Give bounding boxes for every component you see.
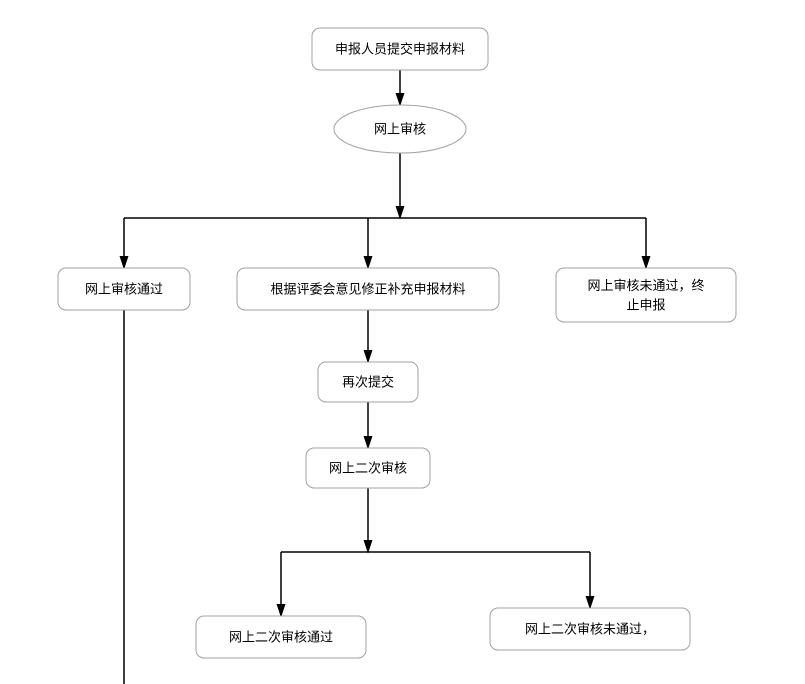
node-n6: 再次提交 — [318, 362, 418, 402]
flowchart-canvas: 申报人员提交申报材料网上审核网上审核通过 根据评委会意见修正补充申报材料 网上审核未… — [0, 0, 805, 684]
node-n4: 根据评委会意见修正补充申报材料 — [237, 268, 499, 310]
node-n7: 网上二次审核 — [306, 448, 430, 488]
node-label: 根据评委会意见修正补充申报材料 — [270, 282, 465, 297]
node-n1: 申报人员提交申报材料 — [312, 28, 488, 70]
node-label: 申报人员提交申报材料 — [335, 42, 465, 57]
node-n2: 网上审核 — [334, 105, 466, 153]
node-label: 网上二次审核 — [329, 461, 407, 476]
node-label: 网上二次审核通过 — [229, 630, 333, 645]
node-n5: 网上审核未通过，终止申报 — [556, 268, 736, 322]
node-n8: 网上二次审核通过 — [196, 616, 366, 658]
node-label: 网上二次审核未通过， — [525, 622, 655, 637]
node-label: 网上审核 — [374, 122, 426, 137]
node-label: 网上审核未通过，终 — [587, 278, 704, 293]
node-n3: 网上审核通过 — [58, 268, 190, 310]
node-label: 止申报 — [626, 297, 665, 312]
node-label: 再次提交 — [342, 375, 394, 390]
node-n9: 网上二次审核未通过， — [490, 608, 690, 650]
node-label: 网上审核通过 — [85, 282, 163, 297]
